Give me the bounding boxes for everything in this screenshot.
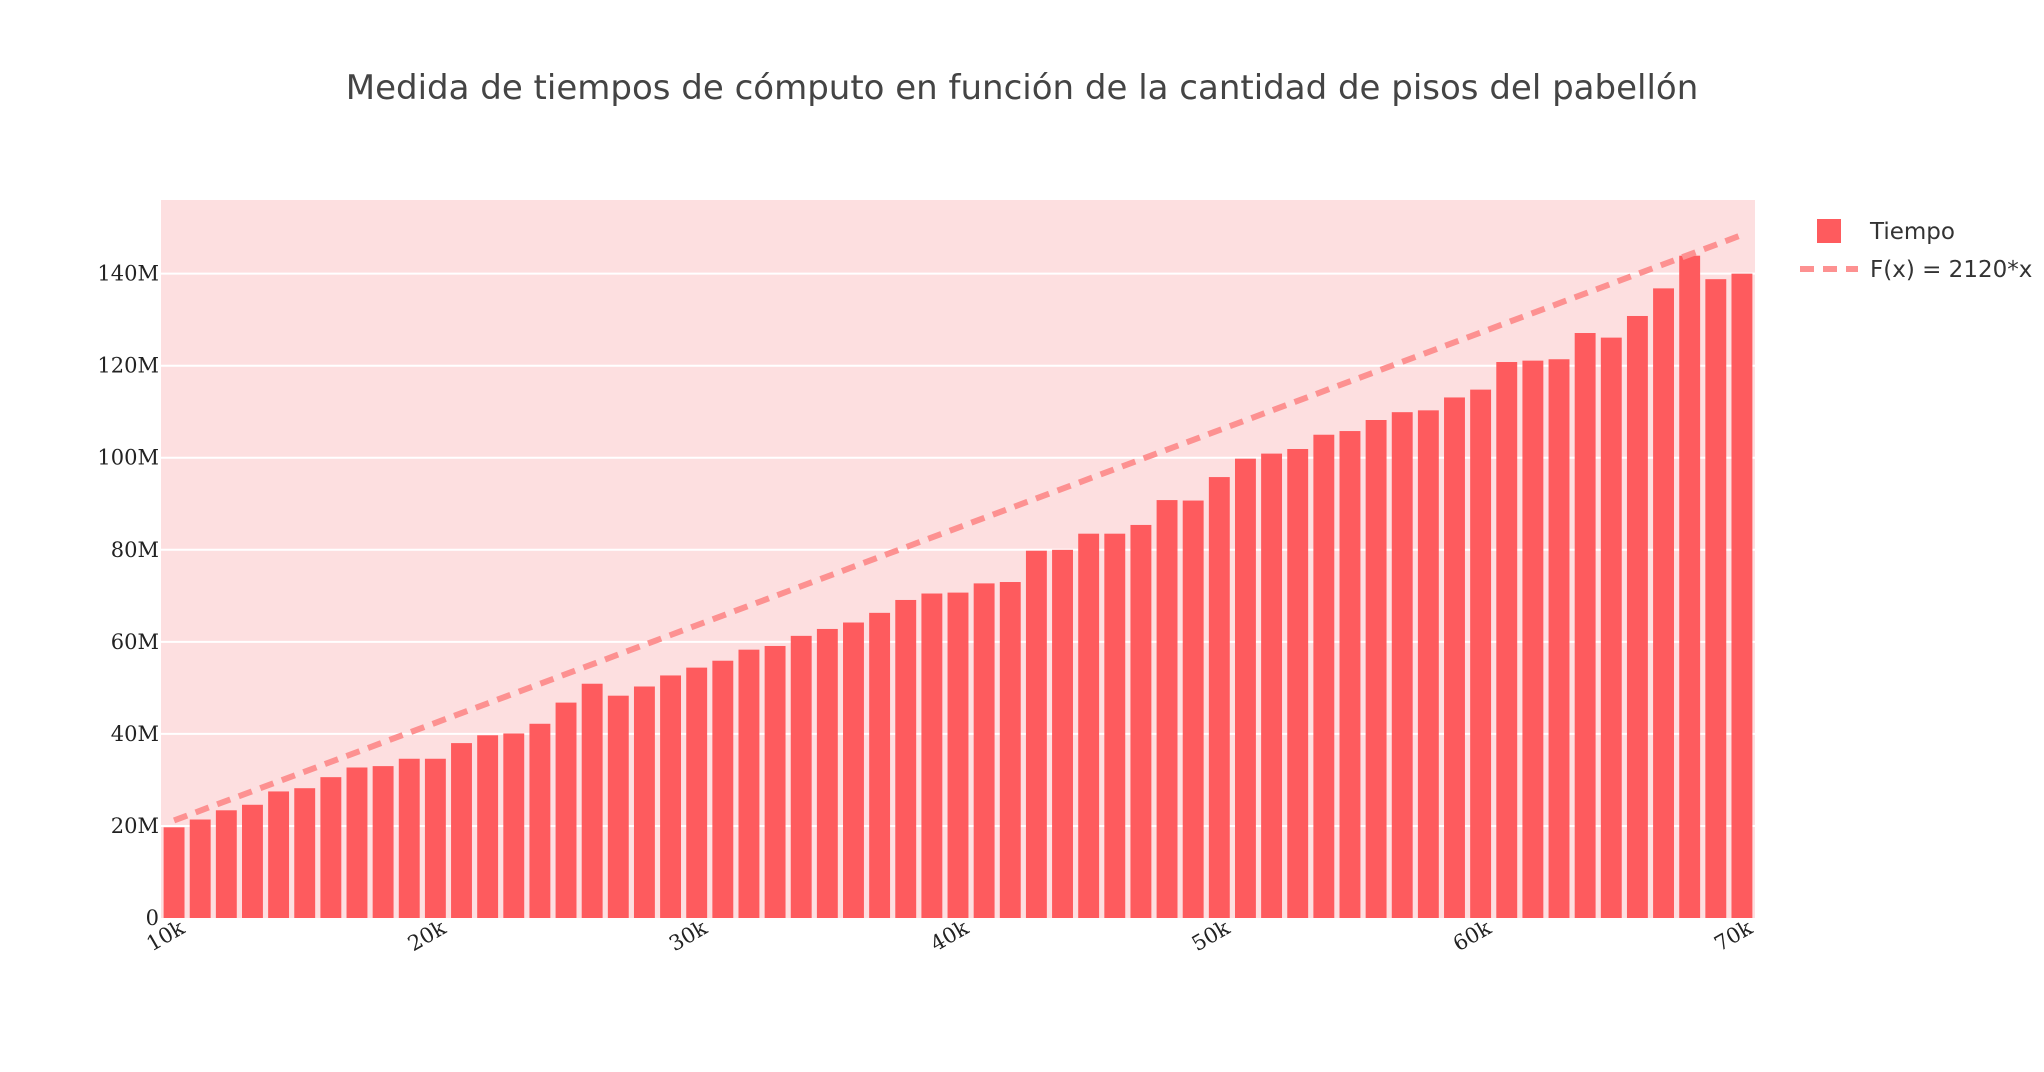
bar (895, 600, 916, 918)
x-tick-label: 30k (665, 915, 711, 956)
bar (1575, 333, 1596, 918)
bar (948, 593, 969, 918)
bar (190, 820, 211, 918)
x-tick-label: 70k (1710, 915, 1756, 956)
bar (1157, 500, 1178, 918)
legend-swatch-bar (1817, 219, 1841, 243)
bar (1601, 338, 1622, 918)
bar (634, 686, 655, 918)
y-tick-label: 140M (97, 262, 159, 286)
bar (1470, 390, 1491, 918)
x-tick-label: 50k (1188, 915, 1234, 956)
bar (1444, 397, 1465, 918)
bar (1418, 410, 1439, 918)
y-tick-label: 60M (111, 630, 159, 654)
y-tick-label: 120M (97, 354, 159, 378)
bar (582, 684, 603, 918)
bar (817, 629, 838, 918)
bar (1679, 256, 1700, 918)
y-axis-ticks: 020M40M60M80M100M120M140M (97, 262, 159, 930)
bar (1731, 274, 1752, 918)
bar (1104, 534, 1125, 918)
bar (399, 759, 420, 918)
bar (1026, 551, 1047, 918)
bar (974, 583, 995, 918)
legend-label-tiempo: Tiempo (1869, 219, 1955, 245)
bar (216, 810, 237, 918)
bar (738, 650, 759, 918)
bar (425, 759, 446, 918)
bar (1287, 449, 1308, 918)
y-tick-label: 80M (111, 538, 159, 562)
bar (503, 733, 524, 918)
bar (1261, 454, 1282, 918)
bar (1549, 359, 1570, 918)
x-tick-label: 60k (1449, 915, 1495, 956)
y-tick-label: 100M (97, 446, 159, 470)
bar (1496, 362, 1517, 918)
bar (1340, 431, 1361, 918)
bar (1235, 459, 1256, 918)
bar (1522, 361, 1543, 918)
bar (1392, 412, 1413, 918)
bar (451, 743, 472, 918)
bar (1209, 477, 1230, 918)
bar (1183, 501, 1204, 918)
bar (608, 696, 629, 918)
bar (294, 788, 315, 918)
legend-label-fx: F(x) = 2120*x (1870, 257, 2032, 283)
bar (268, 791, 289, 918)
bar (320, 777, 341, 918)
bar (1653, 288, 1674, 918)
bar (686, 668, 707, 918)
bar (373, 766, 394, 918)
legend-item-fx[interactable]: F(x) = 2120*x (1800, 257, 2032, 283)
bar (921, 594, 942, 918)
bar (1130, 525, 1151, 918)
y-tick-label: 40M (111, 722, 159, 746)
bar (765, 646, 786, 918)
bar (712, 661, 733, 918)
bar (242, 805, 263, 918)
bar (1000, 582, 1021, 918)
y-tick-label: 20M (111, 814, 159, 838)
legend-item-tiempo[interactable]: Tiempo (1817, 219, 1955, 245)
bar (529, 724, 550, 918)
bar (347, 767, 368, 918)
x-tick-label: 20k (404, 915, 450, 956)
bar (843, 623, 864, 918)
bar (869, 613, 890, 918)
bar (164, 827, 185, 918)
bar (556, 703, 577, 918)
bar (660, 675, 681, 918)
bar (1078, 534, 1099, 918)
bar (1052, 550, 1073, 918)
legend[interactable]: Tiempo F(x) = 2120*x (1800, 219, 2032, 283)
x-tick-label: 40k (926, 915, 972, 956)
bar (1705, 279, 1726, 918)
chart-title: Medida de tiempos de cómputo en función … (346, 68, 1699, 108)
bar (1627, 316, 1648, 918)
x-axis-ticks: 10k20k30k40k50k60k70k (142, 915, 1756, 956)
bar (477, 735, 498, 918)
bar (791, 636, 812, 918)
bar (1313, 435, 1334, 918)
bar (1366, 420, 1387, 918)
